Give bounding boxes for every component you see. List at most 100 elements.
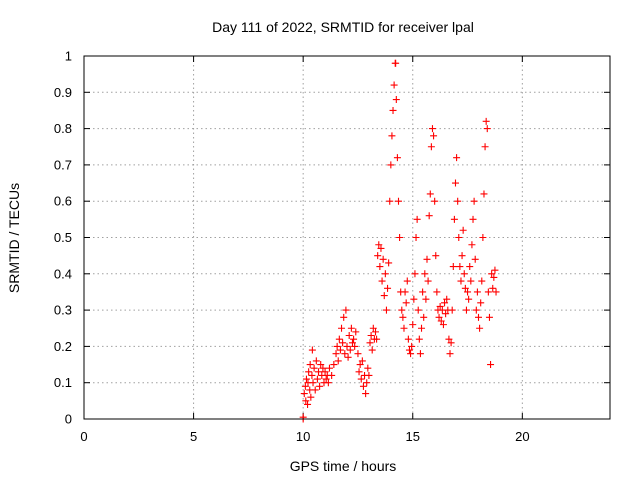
data-point xyxy=(354,350,362,358)
data-point xyxy=(396,234,404,241)
data-point xyxy=(328,371,336,379)
data-point xyxy=(352,328,360,336)
data-point xyxy=(478,277,486,285)
data-point xyxy=(386,197,394,205)
data-point xyxy=(428,125,436,133)
data-point xyxy=(433,288,441,296)
x-tick-label: 0 xyxy=(80,429,87,444)
data-point xyxy=(302,375,310,383)
data-point xyxy=(420,313,428,321)
data-point xyxy=(390,81,398,89)
data-point xyxy=(449,263,457,271)
data-point xyxy=(442,310,450,318)
data-point xyxy=(482,117,490,125)
data-point xyxy=(364,364,372,372)
data-point xyxy=(350,335,358,343)
data-point xyxy=(427,143,435,151)
data-point xyxy=(316,382,324,390)
data-point xyxy=(431,197,439,205)
data-point xyxy=(393,154,401,162)
data-point xyxy=(313,375,321,383)
y-tick-label: 1 xyxy=(65,49,72,64)
data-point xyxy=(468,241,476,249)
y-tick-label: 0.2 xyxy=(54,339,72,354)
data-point xyxy=(419,288,427,296)
data-point xyxy=(304,400,312,408)
data-point xyxy=(415,335,423,343)
y-tick-label: 0.4 xyxy=(54,266,72,281)
data-point xyxy=(409,321,417,329)
data-point xyxy=(322,375,330,383)
x-tick-label: 20 xyxy=(515,429,529,444)
data-point xyxy=(416,350,424,358)
data-point xyxy=(307,393,315,401)
data-point xyxy=(334,357,342,365)
data-point xyxy=(388,132,396,140)
data-point xyxy=(395,197,403,205)
data-point xyxy=(404,335,412,343)
data-point xyxy=(362,390,370,398)
data-point xyxy=(399,313,407,321)
data-point xyxy=(305,368,313,376)
y-tick-label: 0.6 xyxy=(54,194,72,209)
chart-title: Day 111 of 2022, SRMTID for receiver lpa… xyxy=(212,19,474,35)
data-point xyxy=(490,273,498,281)
data-point xyxy=(332,350,340,358)
data-point xyxy=(377,244,385,252)
data-point xyxy=(338,324,346,332)
data-point xyxy=(355,368,363,376)
data-point xyxy=(356,361,364,369)
data-point xyxy=(492,288,500,296)
data-point xyxy=(398,306,406,314)
data-point xyxy=(454,197,462,205)
data-point xyxy=(365,371,373,379)
data-point xyxy=(488,270,496,278)
x-axis-label: GPS time / hours xyxy=(290,458,397,474)
data-point xyxy=(467,277,475,285)
data-point xyxy=(421,270,429,278)
data-point xyxy=(470,197,478,205)
data-point xyxy=(402,299,410,307)
data-point xyxy=(446,350,454,358)
data-point xyxy=(432,252,440,260)
data-point xyxy=(457,277,465,285)
data-point xyxy=(363,379,371,387)
data-point xyxy=(378,277,386,285)
y-axis-label: SRMTID / TECUs xyxy=(6,183,22,293)
data-point xyxy=(425,212,433,220)
data-point xyxy=(424,277,432,285)
data-point xyxy=(381,270,389,278)
data-point xyxy=(371,328,379,336)
data-point xyxy=(387,161,395,169)
data-point xyxy=(325,364,333,372)
data-point xyxy=(358,357,366,365)
y-tick-label: 0.8 xyxy=(54,121,72,136)
data-point xyxy=(401,288,409,296)
data-point xyxy=(487,361,495,369)
tick-labels: 0 5 10 15 20 0 0.1 0.2 0.3 0.4 0.5 0.6 0.7 0.8 0.9 1 xyxy=(54,49,530,445)
data-point xyxy=(422,295,430,303)
data-point xyxy=(405,346,413,354)
data-point xyxy=(414,306,422,314)
data-point xyxy=(324,379,332,387)
data-point xyxy=(367,332,375,340)
y-tick-label: 0.1 xyxy=(54,375,72,390)
data-point xyxy=(369,324,377,332)
data-point xyxy=(418,324,426,332)
data-point xyxy=(407,350,415,358)
data-point xyxy=(430,132,438,140)
data-point xyxy=(308,346,316,354)
data-point xyxy=(351,342,359,350)
data-point xyxy=(389,106,397,114)
data-point xyxy=(357,375,365,383)
data-point xyxy=(300,390,308,398)
data-point xyxy=(459,226,467,234)
data-point xyxy=(301,382,309,390)
data-point xyxy=(472,306,480,314)
data-point xyxy=(461,284,469,292)
data-point xyxy=(375,241,383,249)
data-point xyxy=(437,317,445,325)
data-point xyxy=(317,361,325,369)
plot-frame xyxy=(83,55,611,420)
data-point xyxy=(436,302,444,310)
